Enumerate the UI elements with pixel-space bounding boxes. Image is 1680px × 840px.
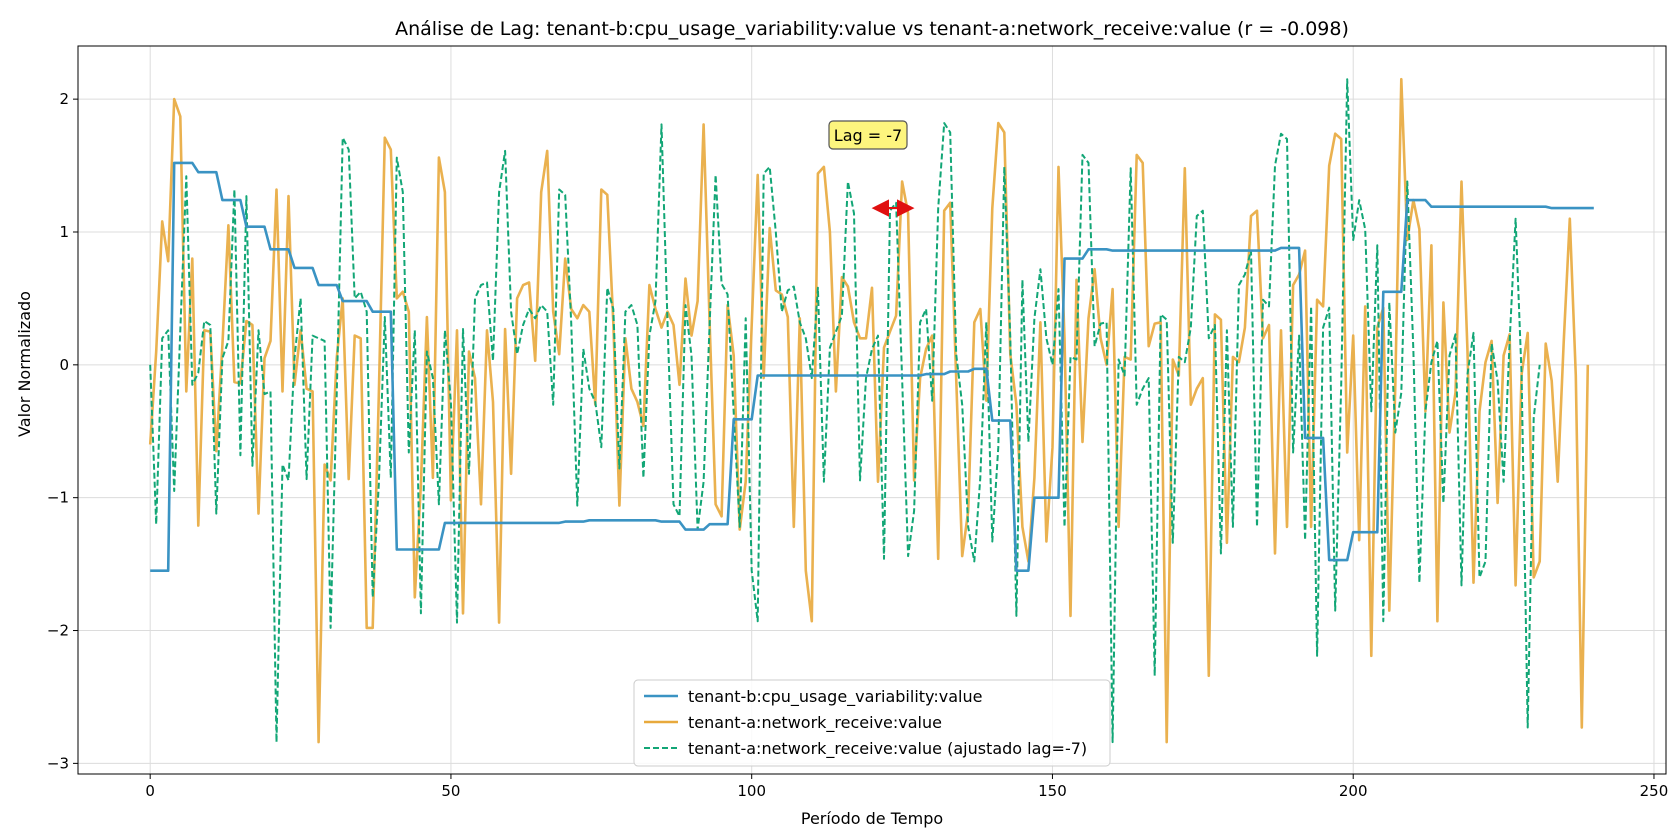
x-tick-label: 100	[737, 782, 766, 800]
series-line-network-receive-lag-adjusted	[149, 78, 1541, 744]
y-tick-label: −3	[47, 754, 69, 772]
lag-annotation-box	[828, 120, 908, 150]
series-line-cpu-usage-variability	[150, 161, 1594, 573]
y-axis-label: Valor Normalizado	[15, 291, 34, 437]
series-line-network-receive	[148, 77, 1590, 744]
plot-series-area	[148, 77, 1594, 744]
legend-box	[633, 679, 1111, 767]
legend-label: tenant-a:network_receive:value (ajustado…	[688, 739, 1087, 759]
y-tick-label: 0	[59, 356, 69, 374]
axis-ticks: 0 50 100 150 200 250 −3 −2 −1 0 1 2	[47, 90, 1668, 800]
y-tick-label: 1	[59, 223, 69, 241]
y-tick-label: 2	[59, 90, 69, 108]
lag-annotation: Lag = -7	[828, 120, 915, 217]
legend: tenant-b:cpu_usage_variability:valuetena…	[633, 679, 1111, 767]
x-tick-label: 250	[1640, 782, 1669, 800]
x-tick-label: 0	[145, 782, 155, 800]
x-axis-label: Período de Tempo	[801, 809, 943, 828]
legend-label: tenant-a:network_receive:value	[688, 713, 942, 733]
y-tick-label: −2	[47, 622, 69, 640]
plot-frame	[77, 45, 1667, 775]
x-tick-label: 50	[441, 782, 460, 800]
y-tick-label: −1	[47, 489, 69, 507]
x-tick-label: 200	[1339, 782, 1368, 800]
x-tick-label: 150	[1038, 782, 1067, 800]
legend-label: tenant-b:cpu_usage_variability:value	[688, 687, 982, 707]
lag-annotation-text: Lag = -7	[834, 126, 902, 145]
chart-title: Análise de Lag: tenant-b:cpu_usage_varia…	[395, 18, 1349, 40]
